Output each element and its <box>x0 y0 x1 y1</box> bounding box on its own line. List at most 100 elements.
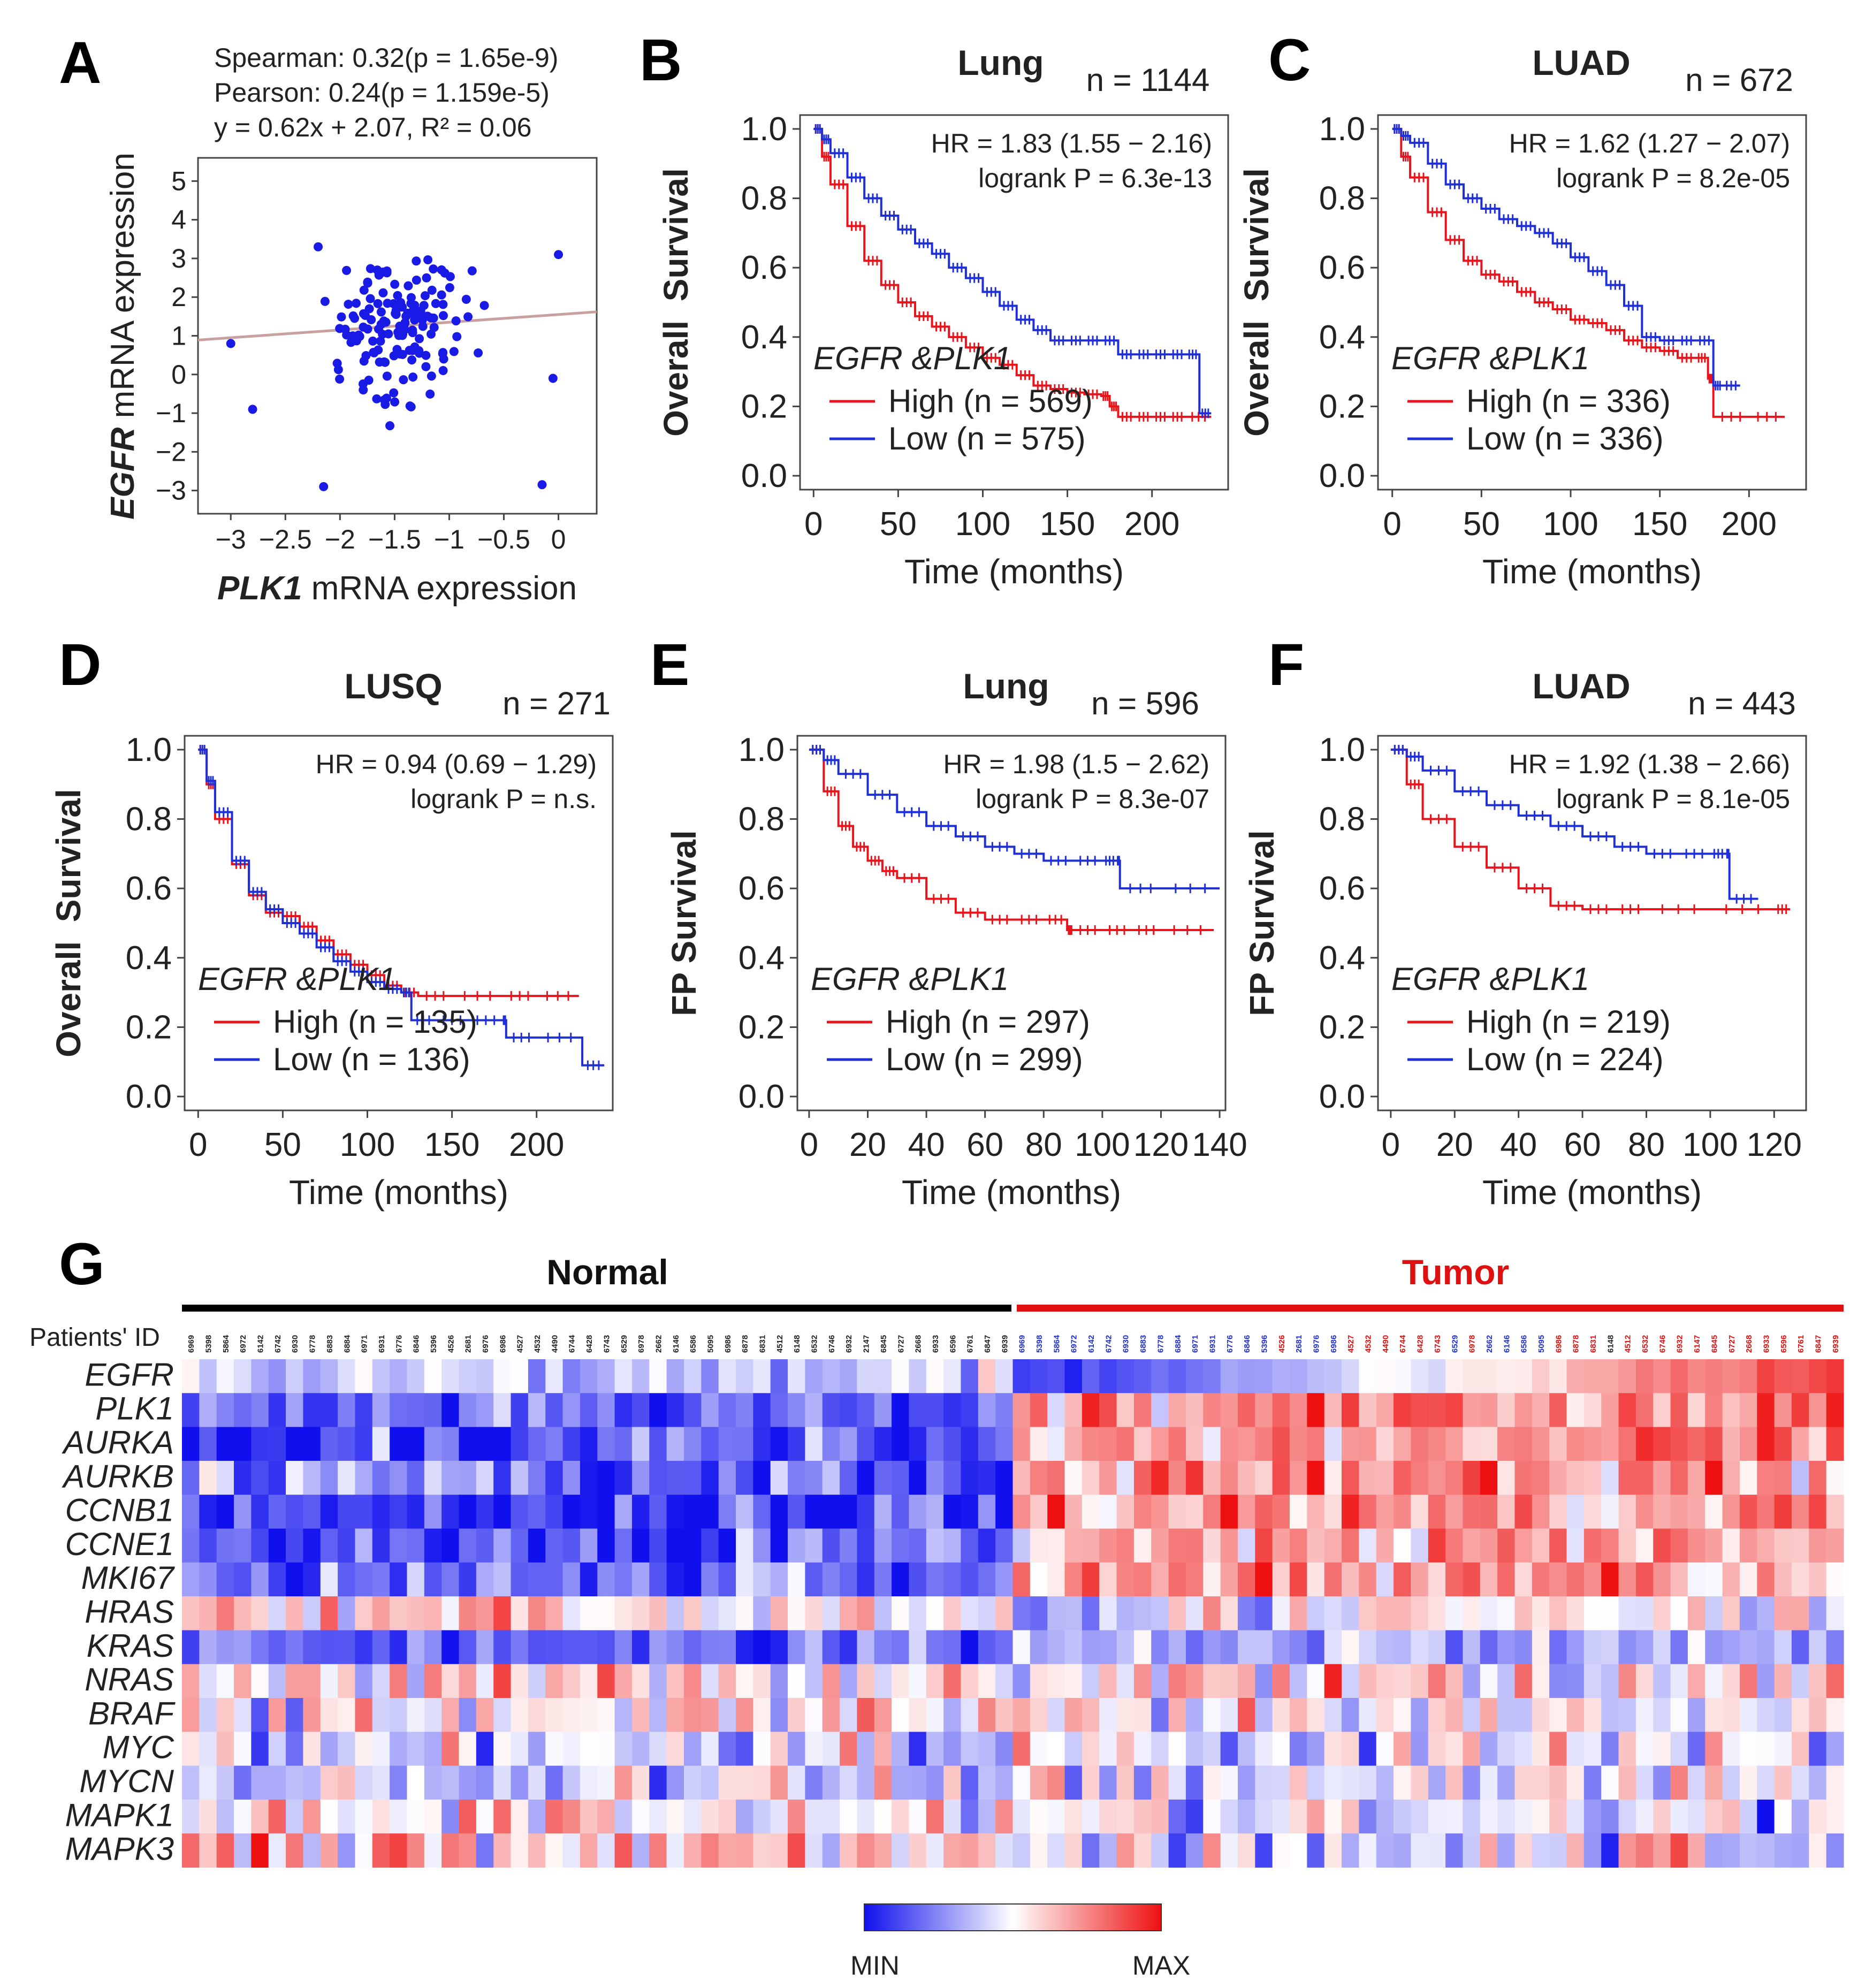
heatmap-cell <box>1809 1698 1827 1732</box>
heatmap-cell <box>528 1528 546 1563</box>
heatmap-cell <box>1635 1698 1654 1732</box>
survival-curve-low <box>1392 127 1740 387</box>
survival-xtick-label: 40 <box>1500 1126 1537 1163</box>
heatmap-cell <box>1133 1495 1152 1529</box>
heatmap-cell <box>1722 1630 1740 1665</box>
heatmap-cell <box>251 1359 269 1393</box>
heatmap-cell <box>1082 1765 1100 1800</box>
heatmap-cell <box>1635 1732 1654 1766</box>
scatter-point <box>421 362 431 371</box>
survival-legend-label-high: High (n = 569) <box>888 383 1093 419</box>
heatmap-cell <box>822 1833 840 1868</box>
heatmap-cell <box>1809 1562 1827 1597</box>
heatmap-cell <box>736 1359 753 1393</box>
heatmap-cell <box>909 1495 927 1529</box>
heatmap-cell <box>320 1495 338 1529</box>
scatter-point <box>414 346 424 355</box>
heatmap-cell <box>1151 1732 1169 1766</box>
heatmap-cell <box>441 1664 460 1698</box>
heatmap-cell <box>597 1393 615 1428</box>
heatmap-cell <box>995 1393 1014 1428</box>
heatmap-cell <box>631 1460 650 1495</box>
heatmap-cell <box>943 1460 962 1495</box>
heatmap-cell <box>1566 1495 1585 1529</box>
heatmap-cell <box>476 1664 494 1698</box>
heatmap-cell <box>1394 1393 1411 1428</box>
heatmap-cell <box>1255 1427 1273 1461</box>
heatmap-cell <box>978 1562 996 1597</box>
heatmap-cell <box>1774 1765 1792 1800</box>
heatmap-cell <box>683 1833 702 1868</box>
heatmap-cell <box>631 1528 650 1563</box>
heatmap-cell <box>788 1765 805 1800</box>
heatmap-cell <box>995 1562 1014 1597</box>
heatmap-cell <box>1064 1732 1083 1766</box>
heatmap-cell <box>631 1359 650 1393</box>
survival-curve-high <box>1390 748 1791 911</box>
heatmap-cell <box>718 1664 736 1698</box>
survival-logrank: logrank P = 8.3e-07 <box>976 784 1209 814</box>
survival-ylabel: FP Survival <box>1243 830 1281 1016</box>
heatmap-cell <box>840 1833 857 1868</box>
heatmap-cell <box>1635 1460 1654 1495</box>
heatmap-cell <box>1411 1495 1429 1529</box>
heatmap-cell <box>459 1799 477 1834</box>
heatmap-cell <box>1445 1833 1464 1868</box>
heatmap-cell <box>1687 1528 1706 1563</box>
heatmap-cell <box>1272 1562 1290 1597</box>
heatmap-cell <box>1774 1799 1792 1834</box>
heatmap-cell <box>407 1460 425 1495</box>
heatmap-cell <box>545 1427 564 1461</box>
scatter-point <box>421 351 431 360</box>
panel-letter-e: E <box>650 632 689 698</box>
heatmap-cell <box>597 1596 615 1631</box>
heatmap-cell <box>216 1833 234 1868</box>
heatmap-cell <box>1255 1460 1273 1495</box>
heatmap-cell <box>666 1393 684 1428</box>
heatmap-cell <box>770 1698 788 1732</box>
heatmap-cell <box>476 1495 494 1529</box>
heatmap-cell <box>1705 1393 1723 1428</box>
heatmap-cell <box>1480 1698 1498 1732</box>
heatmap-cell <box>1757 1765 1775 1800</box>
heatmap-cell <box>303 1427 321 1461</box>
heatmap-cell <box>1151 1495 1169 1529</box>
scatter-point <box>381 317 391 327</box>
heatmap-patient-id: 6742 <box>273 1335 283 1353</box>
scatter-point <box>333 365 343 375</box>
heatmap-cell <box>1012 1393 1031 1428</box>
heatmap-cell <box>1255 1732 1273 1766</box>
heatmap-cell <box>1653 1732 1671 1766</box>
heatmap-cell <box>1826 1698 1844 1732</box>
heatmap-cell <box>892 1427 910 1461</box>
heatmap-cell <box>857 1630 875 1665</box>
heatmap-cell <box>961 1460 979 1495</box>
heatmap-cell <box>338 1460 356 1495</box>
heatmap-cell <box>926 1732 944 1766</box>
heatmap-cell <box>666 1765 684 1800</box>
heatmap-cell <box>926 1495 944 1529</box>
heatmap-cell <box>1601 1765 1619 1800</box>
heatmap-cell <box>1359 1427 1377 1461</box>
heatmap-cell <box>390 1765 408 1800</box>
scatter-point <box>363 278 372 288</box>
heatmap-cell <box>1532 1562 1550 1597</box>
survival-ytick-label: 0.6 <box>738 870 785 907</box>
heatmap-cell <box>1116 1393 1135 1428</box>
heatmap-cell <box>753 1596 771 1631</box>
heatmap-cell <box>1549 1460 1567 1495</box>
heatmap-cell <box>770 1427 788 1461</box>
heatmap-cell <box>1307 1630 1325 1665</box>
heatmap-cell <box>614 1630 633 1665</box>
heatmap-cell <box>1583 1427 1602 1461</box>
survival-xtick-label: 150 <box>1632 506 1687 543</box>
heatmap-cell <box>649 1359 667 1393</box>
heatmap-patient-id: 6978 <box>1468 1335 1477 1353</box>
heatmap-cell <box>1618 1528 1636 1563</box>
heatmap-cell <box>631 1664 650 1698</box>
heatmap-cell <box>1255 1630 1273 1665</box>
heatmap-cell <box>961 1698 979 1732</box>
heatmap-patient-id: 6932 <box>1676 1335 1685 1353</box>
heatmap-cell <box>199 1528 217 1563</box>
heatmap-cell <box>1376 1630 1394 1665</box>
